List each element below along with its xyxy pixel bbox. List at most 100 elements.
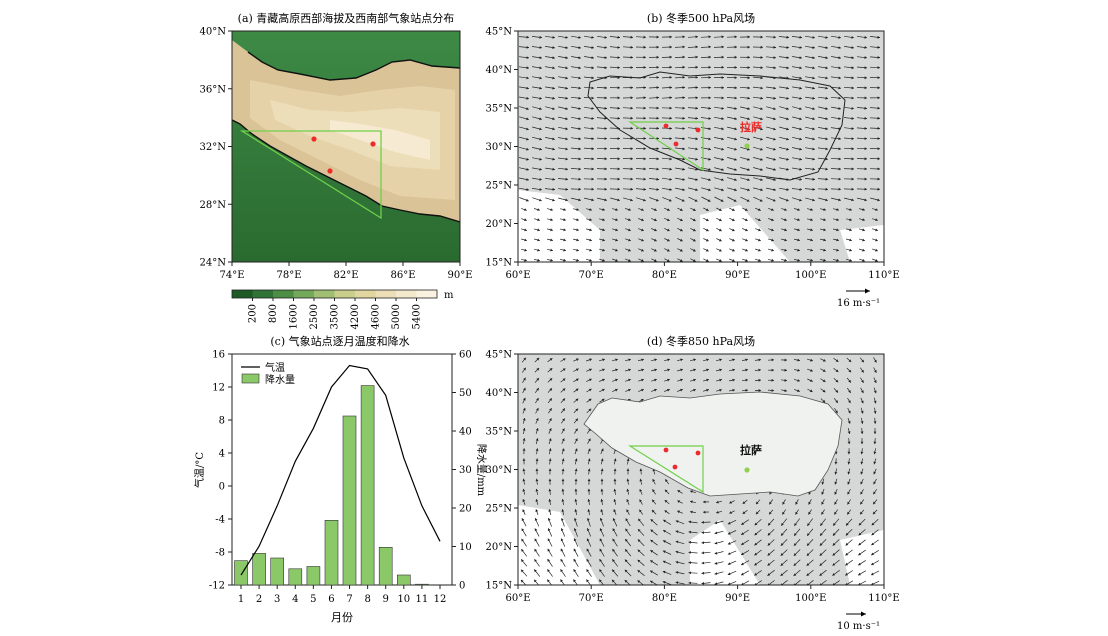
wind-arrowhead (851, 198, 854, 202)
wind-arrowhead (734, 76, 737, 80)
wind-arrowhead (823, 248, 826, 252)
wind-arrowhead (861, 390, 864, 394)
wind-arrowhead (695, 116, 698, 120)
x-tick-label: 3 (274, 594, 280, 605)
wind-arrowhead (654, 388, 657, 392)
wind-arrowhead (864, 157, 867, 161)
precip-bar (342, 415, 357, 586)
wind-arrowhead (825, 117, 828, 120)
wind-arrowhead (650, 560, 653, 563)
wind-arrowhead (665, 479, 668, 482)
wind-arrowhead (695, 178, 698, 181)
wind-arrowhead (615, 218, 618, 222)
wind-arrowhead (681, 199, 685, 202)
wind-arrowhead (625, 549, 628, 552)
wind-arrowhead (799, 157, 802, 161)
wind-arrowhead (604, 187, 607, 191)
wind-arrowhead (851, 36, 854, 39)
wind-arrowhead (847, 491, 850, 495)
right-tick-label: 0 (459, 581, 465, 592)
wind-arrowhead (586, 548, 590, 552)
wind-arrowhead (565, 137, 568, 141)
wind-arrowhead (851, 127, 854, 130)
wind-arrowhead (861, 359, 864, 363)
north-boundary (247, 51, 460, 81)
wind-arrowhead (875, 208, 878, 211)
wind-arrowhead (873, 461, 877, 465)
wind-arrowhead (591, 177, 594, 181)
wind-arrowhead (873, 441, 877, 445)
plateau-outline (587, 71, 846, 181)
wind-arrowhead (521, 569, 524, 573)
wind-arrowhead (873, 411, 877, 414)
wind-arrowhead (600, 468, 604, 472)
wind-arrowhead (560, 569, 563, 572)
wind-arrowhead (825, 36, 828, 39)
wind-arrowhead (600, 458, 604, 462)
wind-arrowhead (799, 86, 802, 90)
wind-arrowhead (851, 187, 854, 191)
wind-arrowhead (708, 106, 711, 110)
station-marker (672, 464, 678, 470)
wind-arrowhead (847, 431, 851, 434)
wind-arrowhead (600, 448, 604, 452)
wind-arrowhead (799, 188, 802, 191)
wind-arrowhead (864, 187, 867, 191)
wind-arrowhead (587, 448, 591, 452)
wind-arrowhead (656, 35, 659, 39)
wind-arrowhead (561, 468, 565, 472)
wind-arrowhead (521, 528, 525, 532)
wind-arrowhead (759, 199, 763, 202)
wind-arrowhead (871, 532, 875, 536)
wind-arrowhead (526, 188, 529, 191)
wind-arrowhead (573, 579, 576, 583)
wind-arrowhead (745, 368, 748, 372)
wind-arrowhead (630, 177, 633, 181)
colorbar-tick-label: 800 (268, 304, 279, 323)
wind-arrowhead (656, 76, 659, 79)
wind-arrowhead (643, 187, 646, 191)
wind-arrowhead (535, 438, 539, 441)
wind-arrowhead (578, 66, 581, 70)
wind-arrowhead (823, 228, 826, 232)
wind-arrowhead (847, 481, 851, 485)
wind-arrowhead (781, 533, 784, 536)
wind-arrowhead (858, 562, 861, 566)
wind-arrowhead (525, 198, 529, 202)
wind-arrowhead (760, 35, 763, 39)
wind-arrowhead (810, 258, 813, 262)
wind-arrowhead (797, 218, 800, 222)
wind-arrowhead (838, 198, 841, 202)
wind-arrowhead (781, 523, 784, 526)
wind-arrowhead (617, 177, 620, 181)
wind-arrowhead (630, 106, 633, 110)
wind-arrowhead (864, 35, 867, 39)
wind-arrowhead (600, 509, 604, 512)
wind-arrowhead (799, 117, 802, 121)
wind-arrowhead (548, 499, 552, 502)
wind-arrowhead (586, 559, 590, 562)
wind-arrowhead (656, 188, 659, 191)
wind-arrowhead (716, 510, 719, 514)
wind-arrowhead (612, 528, 616, 532)
wind-arrowhead (682, 167, 685, 171)
wind-arrowhead (588, 408, 592, 412)
wind-arrowhead (589, 208, 592, 211)
lat-tick-label: 15°N (486, 581, 513, 592)
wind-arrowhead (836, 248, 839, 252)
panel-d-title: (d) 冬季850 hPa风场 (647, 334, 755, 348)
wind-arrowhead (578, 56, 581, 60)
wind-arrowhead (708, 117, 711, 120)
wind-arrowhead (838, 187, 841, 191)
wind-arrowhead (760, 56, 763, 59)
wind-arrowhead (825, 96, 828, 100)
lat-tick-label: 35°N (486, 104, 513, 115)
wind-arrowhead (745, 218, 748, 222)
wind-arrowhead (574, 518, 577, 521)
wind-arrowhead (871, 542, 875, 546)
wind-arrowhead (539, 188, 542, 191)
wind-arrowhead (807, 523, 810, 526)
wind-arrowhead (744, 208, 748, 211)
lon-tick-label: 110°E (868, 593, 899, 604)
wind-arrowhead (628, 368, 631, 372)
